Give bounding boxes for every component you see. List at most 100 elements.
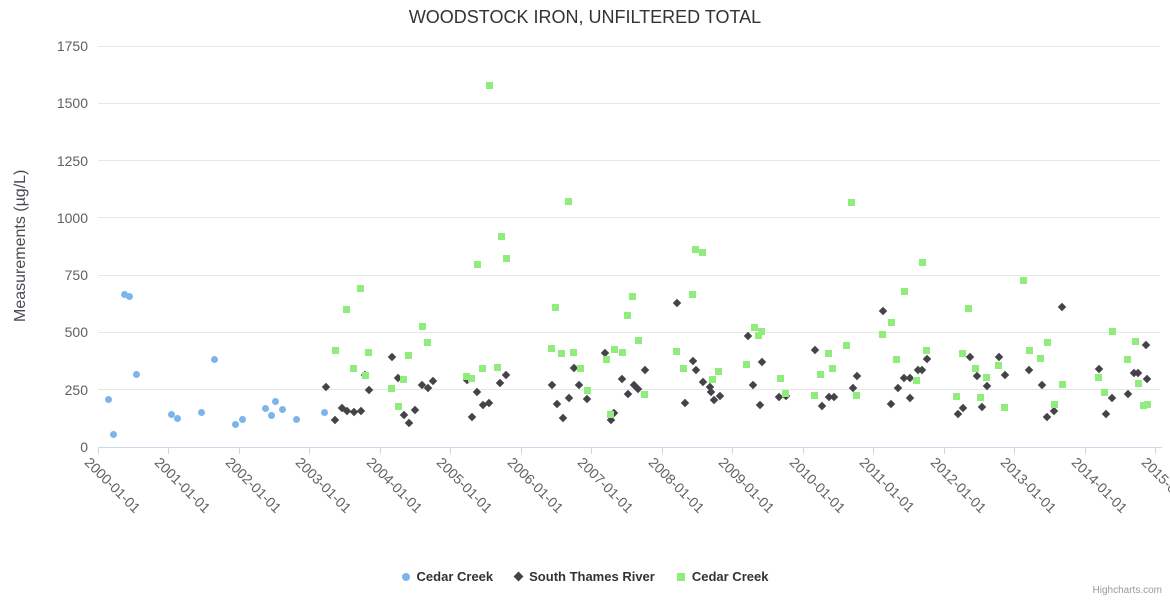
data-point-series-3[interactable] [494,363,502,371]
data-point-series-2[interactable] [564,393,573,403]
data-point-series-2[interactable] [922,354,931,364]
data-point-series-3[interactable] [828,365,836,373]
data-point-series-3[interactable] [918,259,926,267]
data-point-series-3[interactable] [977,394,985,401]
data-point-series-3[interactable] [606,411,614,419]
data-point-series-3[interactable] [498,232,506,240]
data-point-series-3[interactable] [852,392,860,400]
data-point-series-3[interactable] [547,344,555,352]
data-point-series-3[interactable] [995,361,1003,369]
data-point-series-3[interactable] [362,372,370,380]
data-point-series-3[interactable] [331,347,339,355]
data-point-series-3[interactable] [1135,380,1143,388]
data-point-series-2[interactable] [680,398,690,407]
data-point-series-3[interactable] [1059,381,1067,389]
data-point-series-3[interactable] [715,368,723,376]
data-point-series-3[interactable] [782,390,790,398]
data-point-series-2[interactable] [848,383,857,392]
data-point-series-2[interactable] [574,380,583,390]
data-point-series-3[interactable] [1144,401,1152,409]
data-point-series-2[interactable] [405,418,414,428]
data-point-series-3[interactable] [692,246,700,254]
data-point-series-3[interactable] [419,322,427,330]
data-point-series-3[interactable] [848,198,856,206]
data-point-series-2[interactable] [878,306,888,315]
data-point-series-3[interactable] [901,288,909,296]
data-point-series-2[interactable] [410,405,420,415]
data-point-series-2[interactable] [1042,412,1052,422]
data-point-series-3[interactable] [680,364,688,372]
data-point-series-3[interactable] [503,255,511,263]
data-point-series-3[interactable] [817,370,825,378]
data-point-series-3[interactable] [400,375,408,383]
legend-item-1[interactable]: Cedar Creek [401,569,493,584]
data-point-series-3[interactable] [365,348,373,356]
data-point-series-1[interactable] [168,411,176,419]
data-point-series-1[interactable] [238,416,246,424]
data-point-series-3[interactable] [602,355,610,363]
data-point-series-2[interactable] [1000,370,1010,380]
data-point-series-1[interactable] [133,371,141,379]
credits-link[interactable]: Highcharts.com [1092,585,1162,596]
data-point-series-2[interactable] [1102,409,1111,418]
data-point-series-3[interactable] [641,390,649,398]
data-point-series-3[interactable] [1050,401,1058,409]
legend-item-2[interactable]: South Thames River [513,569,655,584]
data-point-series-3[interactable] [350,364,358,372]
data-point-series-3[interactable] [965,305,973,313]
data-point-series-3[interactable] [1036,355,1044,363]
data-point-series-3[interactable] [558,350,566,358]
data-point-series-3[interactable] [623,311,631,319]
data-point-series-3[interactable] [570,348,578,356]
data-point-series-2[interactable] [906,393,915,403]
data-point-series-3[interactable] [1043,339,1051,347]
data-point-series-1[interactable] [198,409,206,417]
data-point-series-3[interactable] [467,375,475,383]
data-point-series-3[interactable] [583,387,591,395]
data-point-series-2[interactable] [757,357,767,366]
data-point-series-2[interactable] [1057,302,1067,311]
data-point-series-1[interactable] [292,416,300,424]
data-point-series-3[interactable] [388,385,396,393]
data-point-series-3[interactable] [879,330,887,338]
data-point-series-2[interactable] [558,413,568,422]
data-point-series-3[interactable] [959,349,967,357]
data-point-series-1[interactable] [279,406,287,414]
data-point-series-2[interactable] [966,353,975,362]
data-point-series-3[interactable] [1100,388,1108,396]
data-point-series-2[interactable] [810,345,819,355]
data-point-series-2[interactable] [755,400,764,409]
data-point-series-3[interactable] [923,347,931,355]
data-point-series-1[interactable] [267,412,275,420]
data-point-series-2[interactable] [496,378,505,388]
data-point-series-2[interactable] [1024,366,1034,375]
data-point-series-2[interactable] [428,377,437,386]
data-point-series-3[interactable] [699,248,707,256]
data-point-series-3[interactable] [474,260,482,268]
data-point-series-2[interactable] [977,402,986,411]
data-point-series-3[interactable] [1019,276,1027,284]
data-point-series-2[interactable] [356,407,366,416]
data-point-series-3[interactable] [479,364,487,372]
data-point-series-2[interactable] [1141,340,1151,350]
data-point-series-2[interactable] [1095,364,1104,374]
data-point-series-2[interactable] [331,415,340,425]
data-point-series-2[interactable] [672,298,682,308]
data-point-series-3[interactable] [486,81,494,89]
data-point-series-3[interactable] [343,306,351,314]
data-point-series-2[interactable] [995,352,1004,361]
data-point-series-3[interactable] [953,393,961,401]
data-point-series-3[interactable] [629,293,637,301]
data-point-series-2[interactable] [387,352,397,361]
data-point-series-3[interactable] [463,373,471,381]
data-point-series-3[interactable] [423,339,431,347]
data-point-series-2[interactable] [552,399,561,408]
data-point-series-3[interactable] [564,198,572,206]
data-point-series-3[interactable] [1124,355,1132,363]
data-point-series-3[interactable] [742,361,750,368]
data-point-series-3[interactable] [842,341,850,349]
data-point-series-2[interactable] [1123,390,1133,399]
data-point-series-3[interactable] [777,375,785,383]
data-point-series-3[interactable] [755,332,763,340]
data-point-series-3[interactable] [750,323,758,331]
